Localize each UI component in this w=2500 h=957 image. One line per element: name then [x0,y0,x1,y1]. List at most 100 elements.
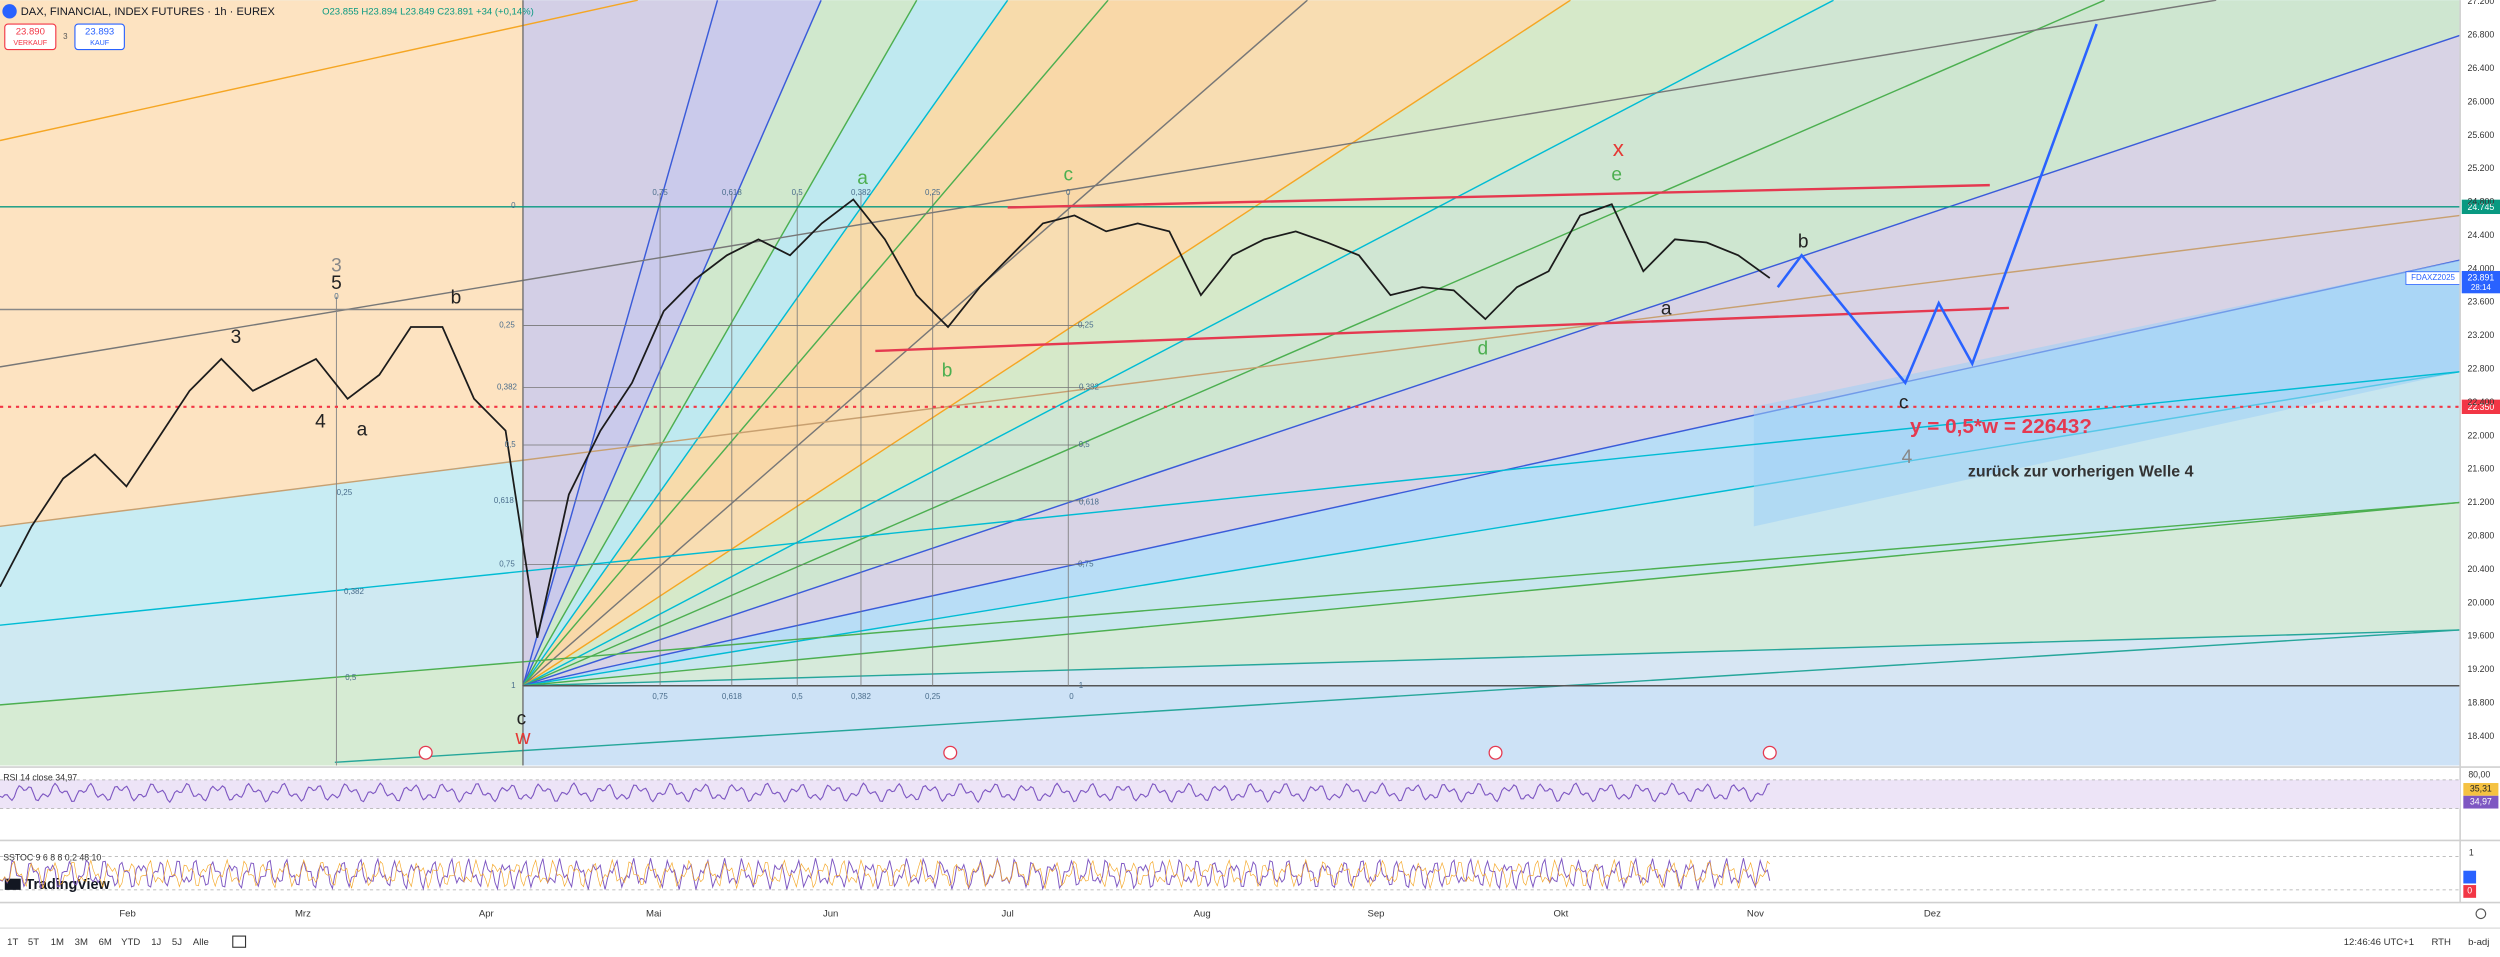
oscillator-line [0,782,1770,804]
wave-label: b [942,361,953,382]
price-label: 22.800 [2467,364,2494,374]
event-marker[interactable] [1488,745,1503,760]
fib-label: 0 [1069,692,1074,701]
projection [1776,23,2098,386]
stoch-title: SSTOC 9 6 8 8 0,2 48 10 [3,852,101,862]
price-label: 20.000 [2467,597,2494,607]
channel-fill [0,0,523,527]
stoch-axis-label: 0 [2467,886,2472,896]
time-label: Mrz [295,908,311,919]
stoch-badge [2463,885,2477,898]
logo-text: TradingView [26,877,111,893]
channel-line [0,0,2217,368]
fan-line [522,629,2461,687]
logo[interactable]: TradingView [4,877,111,893]
level-badge [2461,399,2500,414]
fib-label: 0,5 [792,692,804,701]
wave-label: b [451,287,462,308]
fan-line [522,0,1308,687]
stoch-axis-label: 1 [2469,847,2474,857]
time-label: Sep [1367,908,1384,919]
wave-label: 4 [1902,447,1913,468]
price-label: 25.600 [2467,130,2494,140]
fib-label: 0,5 [505,440,517,449]
wave-label: a [857,168,868,189]
session[interactable]: RTH [2431,937,2451,948]
price-label: 22.400 [2467,397,2494,407]
logo-mark [4,878,21,890]
settings-button[interactable] [2475,908,2487,920]
date-range-button[interactable] [232,935,247,948]
channel-fill [522,685,2461,766]
buy-price: 23.893 [85,27,114,38]
time-label: Jul [1002,908,1014,919]
range-button[interactable]: Alle [193,937,209,948]
price-label: 23.200 [2467,330,2494,340]
fan-line [522,34,2461,687]
fan-line [522,0,2105,687]
range-button[interactable]: 5T [28,937,39,948]
range-button[interactable]: 6M [99,937,112,948]
sell-price: 23.890 [16,27,45,38]
fan-line [522,0,918,687]
event-marker[interactable] [418,745,433,760]
channel-fill [0,661,523,766]
wave-label: 3 [331,255,342,276]
wave-label: b [1798,232,1809,253]
level-badge-text: 22.350 [2467,402,2494,412]
wave-label: zurück zur vorherigen Welle 4 [1968,463,2194,480]
buy-label: KAUF [90,39,110,47]
price-label: 24.800 [2467,197,2494,207]
event-marker[interactable] [943,745,958,760]
time-label: Dez [1924,908,1941,919]
time-label: Okt [1553,908,1568,919]
price-label: 19.200 [2467,664,2494,674]
range-button[interactable]: 3M [75,937,88,948]
fib-label: 0,5 [345,673,357,682]
time-label: Jun [823,908,838,919]
time-label: Aug [1194,908,1211,919]
wave-label: x [1613,136,1624,161]
price-label: 22.000 [2467,430,2494,440]
fib-label: 0,382 [497,383,518,392]
price-label: 26.800 [2467,30,2494,40]
fib-label: 0,382 [851,188,872,197]
trend-line [1007,183,1990,209]
sell-label: VERKAUF [13,39,47,47]
wave-label: c [1063,165,1073,186]
fan-wedge [522,0,2461,686]
fib-label: 0,25 [925,692,941,701]
fib-label: 0,25 [925,188,941,197]
spread: 3 [63,32,68,41]
price-label: 20.800 [2467,531,2494,541]
fib-label: 0,5 [792,188,804,197]
wave-label: a [1661,299,1672,320]
sell-button[interactable] [4,23,57,51]
range-button[interactable]: 1M [51,937,64,948]
rsi-axis-label: 80,00 [2468,769,2490,779]
event-marker[interactable] [1762,745,1777,760]
adjustment[interactable]: b-adj [2468,937,2489,948]
stoch-badge [2463,870,2477,884]
range-button[interactable]: 1T [7,937,18,948]
price-label: 24.400 [2467,230,2494,240]
fan-line [522,0,822,687]
wave-label: 4 [315,412,326,433]
clock: 12:46:46 UTC+1 [2344,937,2414,948]
channel-line [0,501,2461,706]
channel-line [0,370,2461,626]
main-pane [0,0,2461,766]
price-label: 23.600 [2467,297,2494,307]
range-button[interactable]: YTD [121,937,140,948]
range-button[interactable]: 1J [151,937,161,948]
buy-button[interactable] [74,23,125,51]
symbol-title[interactable]: DAX, FINANCIAL, INDEX FUTURES · 1h · EUR… [21,6,276,18]
time-label: Mai [646,908,661,919]
wave-label: c [517,708,527,729]
fib-label: 1 [511,681,516,690]
rsi-badge [2463,795,2499,809]
range-button[interactable]: 5J [172,937,182,948]
